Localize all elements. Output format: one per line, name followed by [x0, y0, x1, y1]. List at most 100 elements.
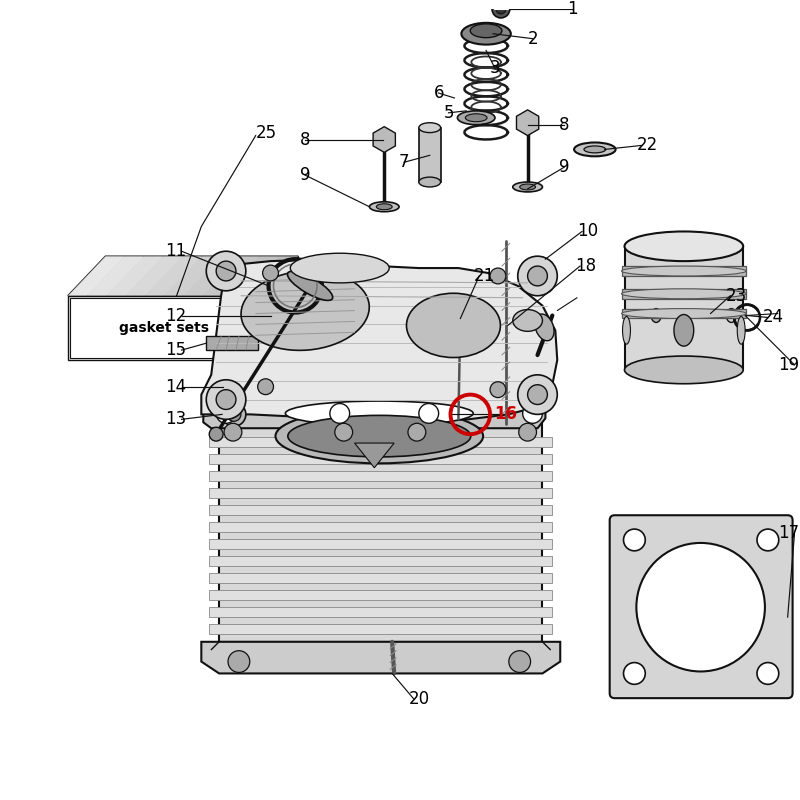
Ellipse shape [458, 111, 495, 125]
Polygon shape [354, 443, 394, 468]
Polygon shape [145, 256, 202, 296]
Text: 23: 23 [726, 286, 746, 305]
Ellipse shape [625, 231, 743, 261]
Text: 9: 9 [559, 158, 570, 176]
Text: 14: 14 [166, 378, 186, 396]
Ellipse shape [419, 122, 441, 133]
Text: 9: 9 [299, 166, 310, 184]
Ellipse shape [622, 309, 746, 318]
Polygon shape [126, 256, 182, 296]
Text: 20: 20 [409, 690, 430, 708]
Circle shape [509, 650, 530, 673]
Circle shape [518, 375, 558, 414]
Circle shape [419, 403, 438, 423]
Ellipse shape [406, 294, 501, 358]
Ellipse shape [290, 254, 389, 283]
Ellipse shape [462, 23, 511, 45]
Ellipse shape [470, 24, 502, 38]
Circle shape [623, 662, 646, 684]
Circle shape [224, 423, 242, 441]
Polygon shape [183, 256, 240, 296]
Circle shape [206, 380, 246, 419]
Circle shape [228, 650, 250, 673]
Ellipse shape [622, 317, 630, 344]
Ellipse shape [622, 266, 746, 276]
Text: 22: 22 [636, 137, 658, 154]
Bar [210, 624, 552, 634]
Circle shape [490, 268, 506, 284]
Circle shape [222, 402, 246, 426]
Bar [210, 556, 552, 566]
Polygon shape [242, 256, 298, 296]
Text: 8: 8 [559, 116, 570, 134]
Text: 2: 2 [528, 30, 538, 48]
Circle shape [216, 403, 236, 423]
Polygon shape [219, 418, 542, 642]
Circle shape [335, 423, 353, 441]
Circle shape [216, 390, 236, 410]
Ellipse shape [520, 184, 535, 190]
Ellipse shape [651, 309, 661, 322]
Ellipse shape [584, 146, 606, 153]
Bar [210, 488, 552, 498]
Bar [210, 539, 552, 549]
Text: 8: 8 [299, 130, 310, 149]
Circle shape [636, 543, 765, 671]
Bar [419, 128, 441, 182]
Text: 19: 19 [778, 356, 799, 374]
Ellipse shape [287, 271, 333, 301]
Polygon shape [222, 256, 279, 296]
Bar [210, 607, 552, 617]
Circle shape [518, 423, 537, 441]
Circle shape [757, 662, 778, 684]
Ellipse shape [419, 177, 441, 187]
Polygon shape [87, 256, 144, 296]
Text: 12: 12 [166, 306, 186, 325]
Ellipse shape [225, 402, 243, 426]
Ellipse shape [275, 409, 483, 463]
Bar [70, 298, 258, 358]
Text: 16: 16 [494, 406, 517, 423]
Bar [622, 266, 746, 276]
Circle shape [490, 382, 506, 398]
Text: 25: 25 [256, 123, 277, 142]
Bar [68, 296, 261, 360]
Ellipse shape [513, 182, 542, 192]
Polygon shape [261, 256, 298, 360]
FancyBboxPatch shape [610, 515, 793, 698]
Text: 18: 18 [575, 257, 596, 275]
Text: 21: 21 [474, 267, 495, 285]
Text: 7: 7 [399, 154, 410, 171]
Circle shape [623, 529, 646, 551]
Ellipse shape [674, 314, 694, 346]
Ellipse shape [466, 114, 487, 122]
Text: 3: 3 [490, 59, 501, 78]
Polygon shape [202, 642, 560, 674]
Bar [656, 309, 731, 322]
Polygon shape [203, 256, 260, 296]
Circle shape [227, 407, 241, 422]
Polygon shape [68, 256, 125, 296]
Text: 11: 11 [166, 242, 186, 260]
Text: 15: 15 [166, 341, 186, 359]
Circle shape [262, 265, 278, 281]
Circle shape [522, 403, 542, 423]
Text: 17: 17 [778, 524, 799, 542]
Polygon shape [68, 256, 298, 296]
Circle shape [496, 4, 506, 14]
Circle shape [330, 403, 350, 423]
Bar [622, 289, 746, 298]
Ellipse shape [738, 317, 745, 344]
Ellipse shape [622, 289, 746, 298]
Bar [625, 246, 743, 370]
Polygon shape [106, 256, 163, 296]
Ellipse shape [376, 204, 392, 210]
Text: 6: 6 [434, 84, 444, 102]
Ellipse shape [513, 310, 542, 331]
Text: 13: 13 [166, 410, 186, 428]
Ellipse shape [535, 314, 554, 341]
Polygon shape [203, 398, 546, 428]
Ellipse shape [288, 415, 470, 457]
Text: 24: 24 [763, 309, 784, 326]
Ellipse shape [726, 309, 736, 322]
